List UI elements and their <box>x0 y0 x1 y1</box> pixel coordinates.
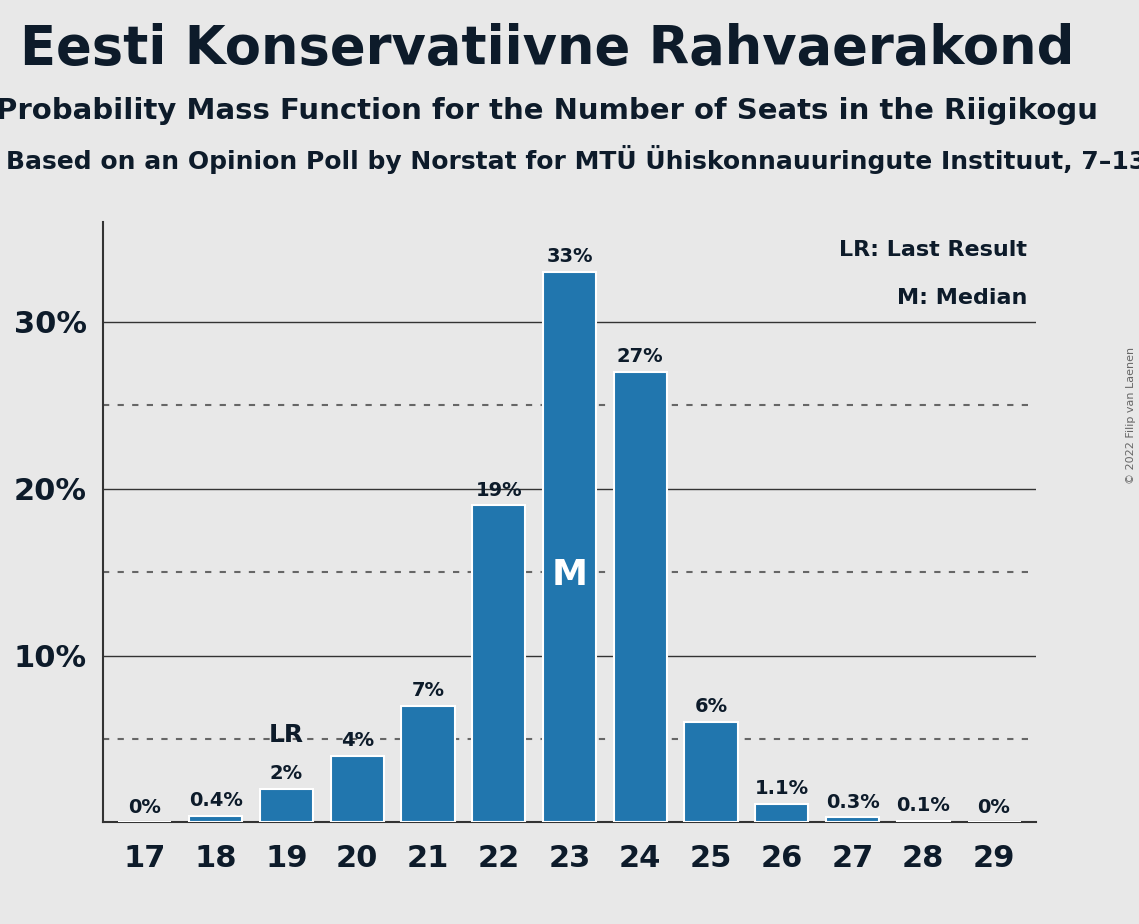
Text: Based on an Opinion Poll by Norstat for MTÜ Ühiskonnauuringute Instituut, 7–13 J: Based on an Opinion Poll by Norstat for … <box>6 145 1139 174</box>
Text: 0.3%: 0.3% <box>826 793 879 811</box>
Text: 0.1%: 0.1% <box>896 796 950 815</box>
Text: 0%: 0% <box>977 797 1010 817</box>
Bar <box>401 706 454 822</box>
Text: 19%: 19% <box>475 480 522 500</box>
Text: Eesti Konservatiivne Rahvaerakond: Eesti Konservatiivne Rahvaerakond <box>19 23 1074 75</box>
Text: 2%: 2% <box>270 764 303 784</box>
Text: M: Median: M: Median <box>896 288 1027 308</box>
Text: 4%: 4% <box>341 731 374 749</box>
Text: LR: LR <box>269 723 304 748</box>
Text: 27%: 27% <box>617 347 664 366</box>
Text: 0%: 0% <box>129 797 162 817</box>
Bar <box>543 272 596 822</box>
Bar <box>896 821 950 822</box>
Bar <box>685 723 738 822</box>
Bar <box>473 505 525 822</box>
Text: 33%: 33% <box>547 247 592 266</box>
Text: 1.1%: 1.1% <box>755 779 809 798</box>
Bar <box>614 372 666 822</box>
Bar <box>330 756 384 822</box>
Text: M: M <box>551 557 588 591</box>
Bar <box>189 816 243 822</box>
Text: 7%: 7% <box>411 681 444 699</box>
Bar <box>260 789 313 822</box>
Text: 0.4%: 0.4% <box>189 791 243 809</box>
Bar <box>826 818 879 822</box>
Bar <box>755 804 809 822</box>
Text: 6%: 6% <box>695 698 728 716</box>
Text: Probability Mass Function for the Number of Seats in the Riigikogu: Probability Mass Function for the Number… <box>0 97 1098 125</box>
Text: © 2022 Filip van Laenen: © 2022 Filip van Laenen <box>1126 347 1136 484</box>
Text: LR: Last Result: LR: Last Result <box>839 240 1027 260</box>
